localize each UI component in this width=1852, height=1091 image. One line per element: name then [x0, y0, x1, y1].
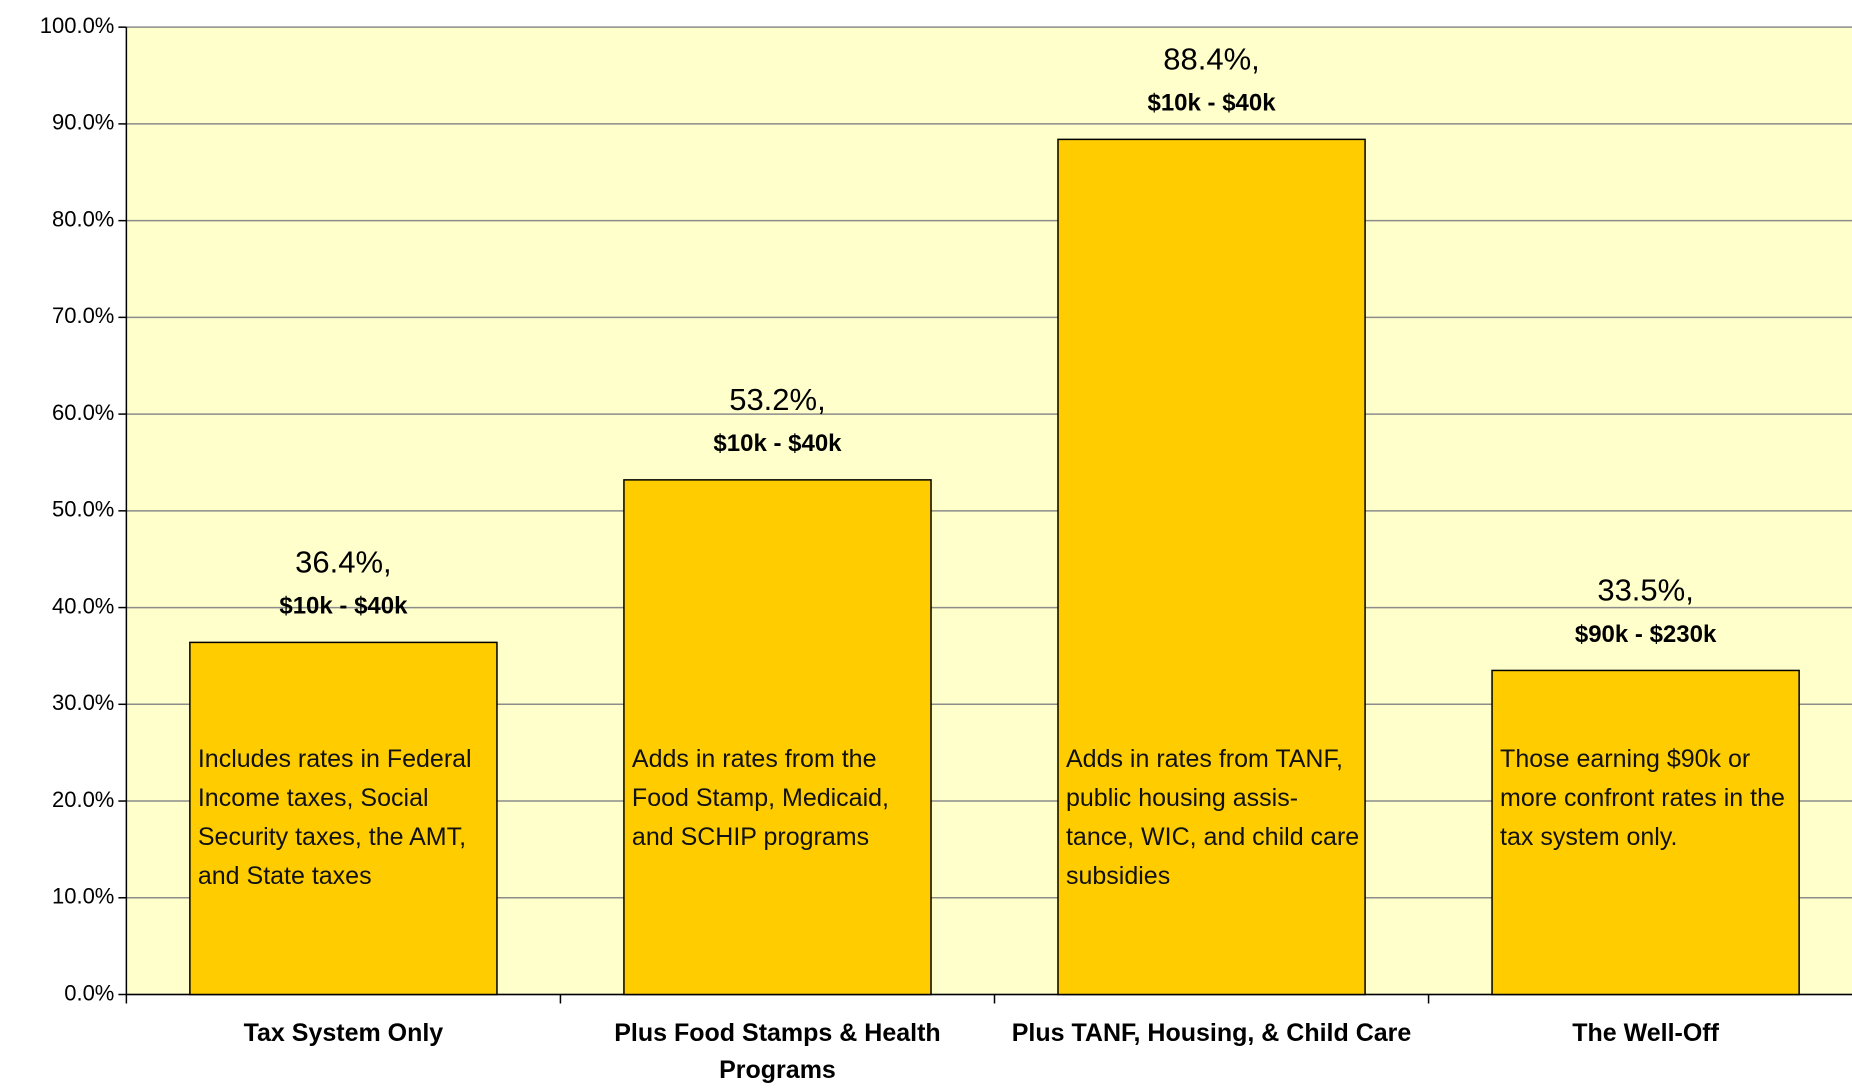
range-label: $10k - $40k [279, 593, 408, 620]
bar-note: Adds in rates from the Food Stamp, Medic… [631, 745, 889, 851]
range-label: $90k - $230k [1575, 621, 1717, 648]
bar [1057, 138, 1366, 996]
y-tick-label: 0.0% [64, 980, 114, 1005]
bar [189, 641, 498, 996]
y-tick-label: 80.0% [52, 206, 114, 231]
bar-note: Those earning $90k or more confront rate… [1500, 745, 1785, 851]
bar [1491, 669, 1800, 996]
value-label: 36.4%, [295, 545, 392, 580]
x-tick-label: The Well-Off [1572, 1018, 1719, 1047]
y-tick-label: 10.0% [52, 884, 114, 909]
y-tick-label: 20.0% [52, 787, 114, 812]
bar-note: Includes rates in Federal Income taxes, … [197, 745, 472, 890]
value-label: 33.5%, [1597, 573, 1694, 608]
x-tick-label: Tax System Only [243, 1018, 444, 1047]
y-tick-label: 50.0% [52, 497, 114, 522]
y-tick-label: 40.0% [52, 593, 114, 618]
value-label: 53.2%, [729, 382, 826, 417]
y-tick-label: 70.0% [52, 303, 114, 328]
bar [623, 479, 932, 996]
y-tick-label: 100.0% [40, 13, 115, 38]
y-tick-label: 30.0% [52, 690, 114, 715]
x-tick-label: Plus Food Stamps & Health Programs [614, 1018, 941, 1084]
y-tick-label: 60.0% [52, 400, 114, 425]
range-label: $10k - $40k [1147, 90, 1276, 117]
value-label: 88.4%, [1163, 42, 1260, 77]
bar-note: Adds in rates from TANF, public housing … [1065, 745, 1360, 890]
range-label: $10k - $40k [713, 430, 842, 457]
y-tick-label: 90.0% [52, 110, 114, 135]
x-tick-label: Plus TANF, Housing, & Child Care [1011, 1018, 1412, 1047]
